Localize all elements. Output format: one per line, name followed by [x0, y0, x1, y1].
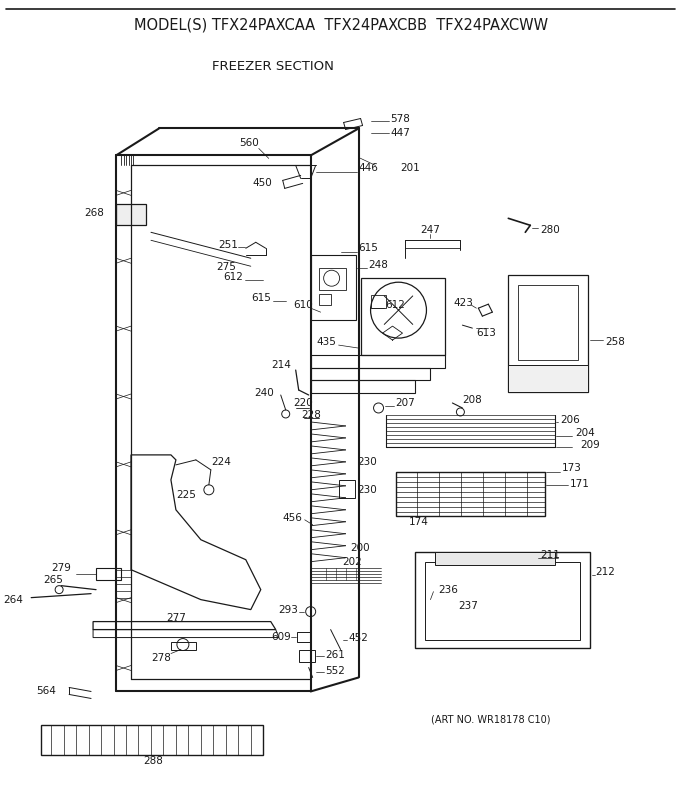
Text: 209: 209: [580, 440, 600, 450]
Text: 268: 268: [84, 208, 104, 219]
Text: 578: 578: [390, 113, 411, 124]
Text: 208: 208: [462, 395, 482, 405]
Text: 275: 275: [216, 262, 236, 272]
Text: 612: 612: [223, 272, 243, 282]
Text: 220: 220: [293, 398, 313, 408]
Text: 224: 224: [211, 457, 231, 466]
Text: 560: 560: [239, 139, 258, 148]
Text: 207: 207: [396, 398, 415, 408]
Text: 211: 211: [540, 550, 560, 560]
Text: 237: 237: [458, 600, 478, 611]
Text: 564: 564: [36, 687, 56, 696]
Text: 610: 610: [293, 300, 313, 310]
Text: 251: 251: [218, 240, 238, 250]
Text: 230: 230: [358, 457, 377, 466]
Text: 236: 236: [439, 584, 458, 595]
Text: 171: 171: [571, 479, 590, 489]
Text: 248: 248: [369, 261, 388, 270]
Text: 200: 200: [351, 543, 370, 553]
Text: 447: 447: [390, 128, 411, 139]
Text: 435: 435: [317, 337, 337, 347]
Text: 288: 288: [143, 756, 163, 767]
Text: 615: 615: [358, 243, 379, 253]
Text: 214: 214: [271, 360, 291, 370]
Text: 279: 279: [51, 562, 71, 573]
Text: 228: 228: [301, 410, 321, 420]
Text: 456: 456: [283, 512, 303, 523]
Text: 174: 174: [409, 516, 428, 527]
Text: 277: 277: [166, 612, 186, 623]
Text: 265: 265: [44, 575, 63, 584]
Text: 201: 201: [401, 163, 420, 173]
Text: 247: 247: [420, 225, 441, 235]
Text: 423: 423: [454, 298, 473, 308]
Text: 450: 450: [253, 178, 273, 188]
Text: 612: 612: [386, 300, 405, 310]
Text: 261: 261: [326, 649, 345, 660]
Polygon shape: [509, 365, 588, 392]
Text: 280: 280: [540, 225, 560, 235]
Text: 212: 212: [595, 567, 615, 577]
Text: 264: 264: [3, 595, 23, 604]
Text: 278: 278: [151, 653, 171, 663]
Text: 613: 613: [477, 328, 496, 338]
Text: (ART NO. WR18178 C10): (ART NO. WR18178 C10): [430, 714, 550, 725]
Polygon shape: [116, 204, 146, 225]
Text: 204: 204: [575, 428, 595, 438]
Text: 173: 173: [562, 463, 582, 473]
Text: 293: 293: [278, 604, 298, 615]
Text: 225: 225: [176, 489, 196, 500]
Polygon shape: [435, 552, 556, 565]
Text: 446: 446: [358, 163, 379, 173]
Text: 206: 206: [560, 415, 580, 425]
Text: 258: 258: [605, 337, 625, 347]
Text: 615: 615: [251, 293, 271, 303]
Text: 240: 240: [254, 388, 274, 398]
Text: 202: 202: [343, 557, 362, 567]
Text: 609: 609: [271, 631, 291, 642]
Text: 230: 230: [358, 485, 377, 495]
Text: 552: 552: [326, 667, 345, 676]
Text: MODEL(S) TFX24PAXCAA  TFX24PAXCBB  TFX24PAXCWW: MODEL(S) TFX24PAXCAA TFX24PAXCBB TFX24PA…: [133, 17, 547, 32]
Text: FREEZER SECTION: FREEZER SECTION: [211, 60, 334, 73]
Text: 452: 452: [349, 633, 369, 642]
